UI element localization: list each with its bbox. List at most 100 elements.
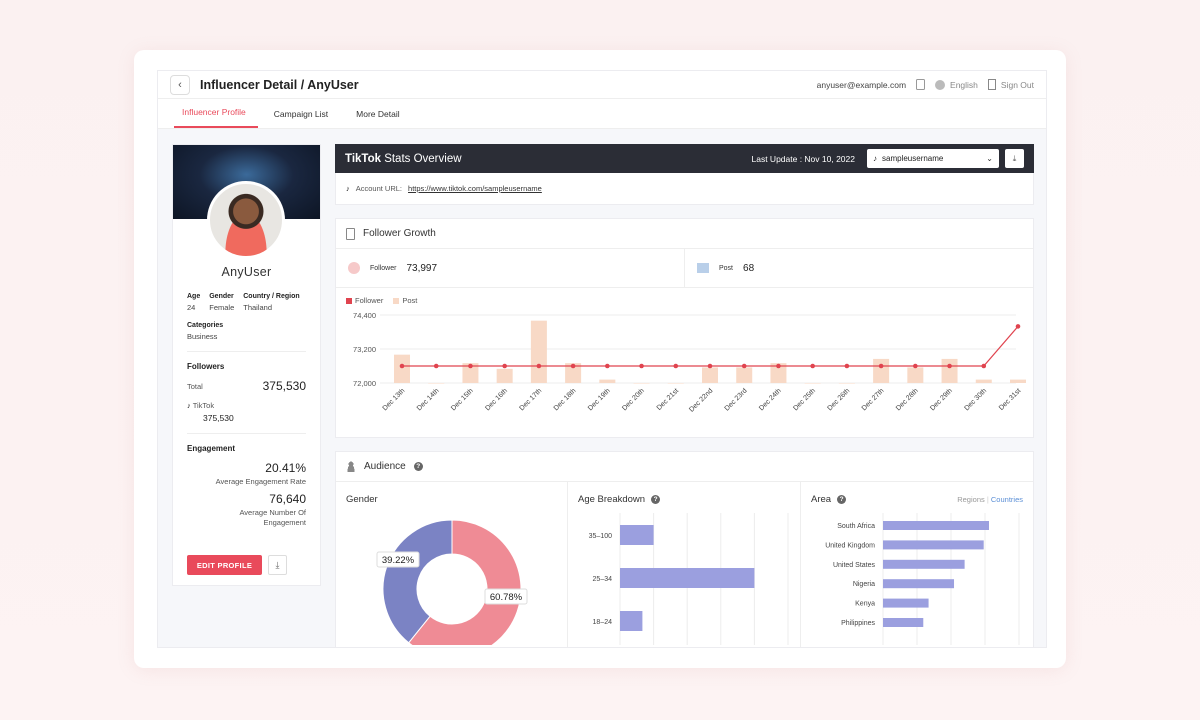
- x-tick-label: Dec 18th: [553, 387, 578, 412]
- x-tick-label: Dec 20th: [621, 387, 646, 412]
- follower-point: [673, 363, 679, 369]
- stats-title-rest: Stats Overview: [381, 152, 462, 165]
- x-tick-label: Dec 19th: [587, 387, 612, 412]
- gender-panel: Gender 39.22% 60.78%: [336, 482, 567, 647]
- donut-data-label: 39.22%: [382, 555, 415, 566]
- age-value: 24: [187, 303, 196, 312]
- tiktok-icon: ♪: [187, 401, 191, 410]
- post-bar: [804, 383, 821, 384]
- main-panel: TikTok Stats Overview Last Update : Nov …: [335, 144, 1034, 647]
- post-bar: [565, 363, 582, 383]
- x-tick-label: Dec 30th: [963, 387, 988, 412]
- gender-value: Female: [209, 303, 235, 312]
- tiktok-followers: ♪ TikTok: [173, 401, 320, 410]
- x-tick-label: Dec 23rd: [724, 387, 749, 412]
- audience-columns: Gender 39.22% 60.78% Age Breakdown? 35–10…: [336, 482, 1033, 647]
- area-bar: [883, 540, 984, 550]
- follower-point: [810, 363, 815, 369]
- x-tick-label: Dec 25th: [792, 387, 817, 412]
- x-tick-label: Dec 16th: [484, 387, 509, 412]
- tab-influencer-profile[interactable]: Influencer Profile: [174, 107, 258, 128]
- country-value: Thailand: [243, 303, 273, 312]
- follower-stat-value: 73,997: [406, 262, 438, 274]
- x-tick-label: Dec 21st: [656, 387, 681, 412]
- x-tick-label: Dec 28th: [895, 387, 920, 412]
- app-window: ‹ Influencer Detail / AnyUser anyuser@ex…: [134, 50, 1066, 668]
- post-bar: [496, 368, 513, 383]
- x-tick-label: Dec 15th: [450, 387, 475, 412]
- age-category-label: 35–100: [589, 533, 612, 540]
- x-tick-label: Dec 29th: [929, 387, 954, 412]
- language-switcher[interactable]: English: [935, 79, 978, 90]
- age-header: Age Breakdown?: [578, 494, 790, 505]
- account-url-label: Account URL:: [355, 184, 403, 193]
- regions-toggle[interactable]: Regions: [957, 495, 985, 504]
- account-url-row: ♪ Account URL: https://www.tiktok.com/sa…: [335, 173, 1034, 205]
- followers-heading: Followers: [187, 362, 225, 371]
- age-bar: [620, 611, 643, 631]
- area-category-label: Nigeria: [853, 581, 875, 588]
- follower-point: [844, 363, 850, 369]
- edit-profile-button[interactable]: EDIT PROFILE: [187, 555, 262, 575]
- follower-stat-label: Follower: [370, 264, 397, 272]
- follower-point: [947, 363, 952, 369]
- post-bar: [394, 354, 410, 383]
- cover-image: [173, 145, 320, 259]
- age-label: Age: [187, 293, 201, 300]
- sign-out-link[interactable]: Sign Out: [987, 79, 1034, 90]
- post-bar: [736, 367, 753, 383]
- gender-title: Gender: [346, 494, 378, 505]
- follower-point: [433, 363, 439, 369]
- age-panel: Age Breakdown? 35–100 25–34 18–24: [567, 482, 800, 647]
- follower-point: [605, 363, 610, 369]
- post-bar: [428, 383, 445, 384]
- engagement-count-value: 76,640: [269, 492, 306, 507]
- gender-donut-chart: 39.22% 60.78%: [376, 519, 528, 647]
- engagement-count-label: Average Number Of Engagement: [239, 508, 306, 527]
- categories-label: Categories: [187, 322, 224, 329]
- divider: [187, 433, 306, 434]
- categories-value: Business: [187, 332, 218, 341]
- followers-total: Total 375,530: [173, 379, 320, 393]
- age-category-label: 25–34: [593, 576, 613, 583]
- area-bar: [883, 521, 989, 530]
- countries-toggle[interactable]: Countries: [990, 495, 1023, 504]
- follower-growth-stats: Follower 73,997 Post 68: [336, 249, 1033, 288]
- tab-bar: Influencer Profile Campaign List More De…: [158, 99, 1046, 129]
- follower-point: [776, 363, 781, 369]
- area-toggle: Regions | Countries: [957, 495, 1023, 504]
- download-stats-button[interactable]: ⤓: [1005, 149, 1024, 168]
- post-stat-value: 68: [743, 262, 755, 274]
- area-title: Area: [811, 494, 832, 505]
- account-select-value: sampleusername: [882, 154, 944, 163]
- follower-line: [402, 326, 1019, 367]
- help-icon[interactable]: ?: [651, 495, 661, 504]
- post-bar: [530, 320, 547, 383]
- tab-campaign-list[interactable]: Campaign List: [273, 109, 329, 119]
- legend-post[interactable]: Post: [393, 296, 417, 305]
- area-category-label: United Kingdom: [825, 542, 875, 549]
- legend-follower[interactable]: Follower: [346, 296, 383, 305]
- clipboard-icon[interactable]: [916, 79, 926, 90]
- help-icon[interactable]: ?: [413, 462, 423, 471]
- area-category-label: Philippines: [841, 620, 875, 627]
- area-panel: Area ? Regions | Countries South Africa U…: [800, 482, 1033, 647]
- area-bar: [883, 559, 965, 569]
- follower-point: [570, 363, 576, 369]
- language-label: English: [950, 79, 978, 90]
- account-select[interactable]: ♪ sampleusername ⌄: [867, 149, 999, 168]
- chevron-down-icon: ⌄: [986, 154, 993, 163]
- area-bar: [883, 598, 929, 608]
- tiktok-followers-value: 375,530: [203, 413, 234, 423]
- tab-more-detail[interactable]: More Detail: [356, 109, 400, 119]
- back-button[interactable]: ‹: [170, 74, 190, 95]
- account-url-link[interactable]: https://www.tiktok.com/sampleusername: [408, 184, 542, 193]
- download-icon: ⤓: [1012, 153, 1017, 163]
- follower-point: [468, 363, 473, 369]
- help-icon[interactable]: ?: [837, 495, 847, 504]
- follower-stat: Follower 73,997: [336, 249, 684, 287]
- tiktok-icon: ♪: [346, 184, 350, 193]
- download-profile-button[interactable]: ⤓: [268, 555, 287, 575]
- post-bar: [599, 379, 616, 383]
- donut-slice: [382, 519, 453, 644]
